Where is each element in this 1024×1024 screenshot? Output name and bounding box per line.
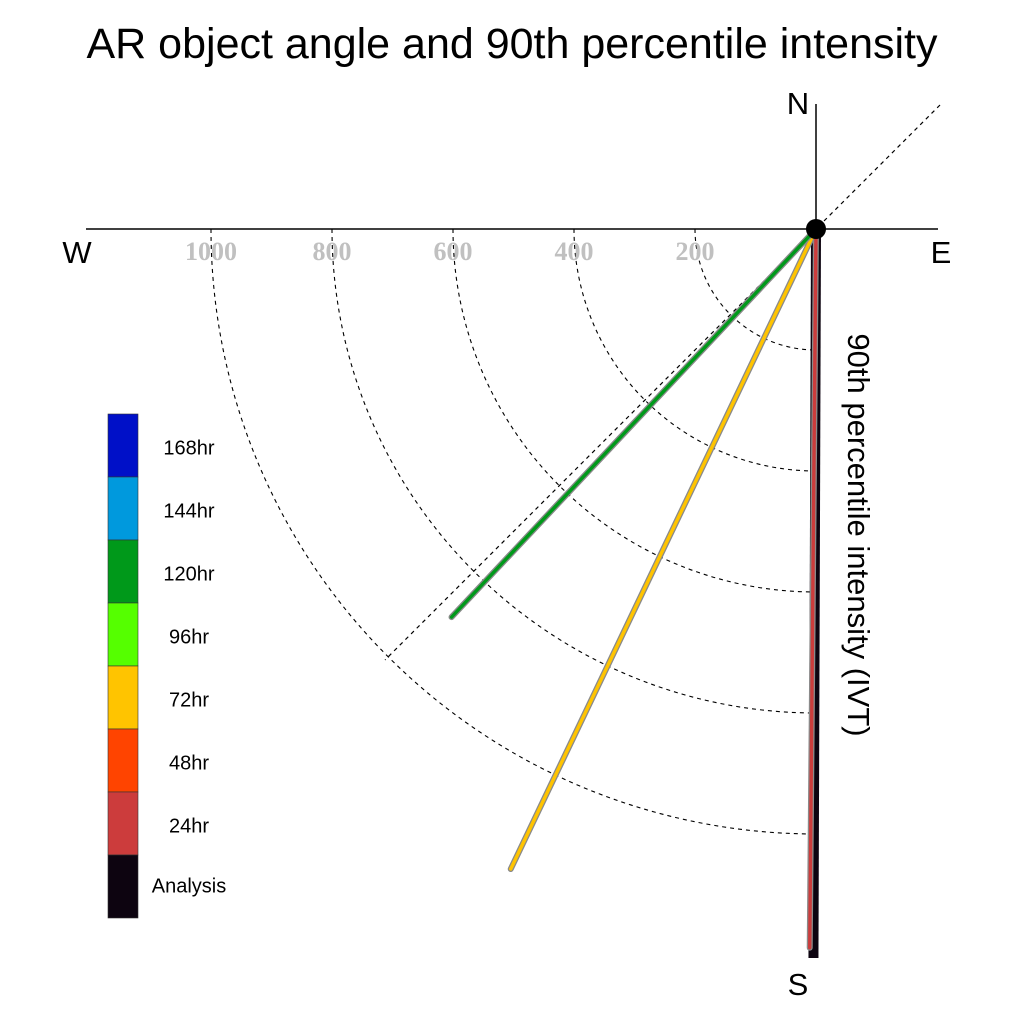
grid-arc — [331, 228, 817, 714]
legend-label: 48hr — [169, 753, 209, 775]
legend-label: Analysis — [152, 876, 226, 898]
grid-arc — [210, 228, 817, 835]
legend-label: 96hr — [169, 627, 209, 649]
radial-tick-label: 800 — [313, 237, 352, 266]
compass-south-label: S — [788, 967, 809, 1002]
compass-north-label: N — [787, 86, 809, 121]
legend-swatch — [107, 413, 139, 478]
legend-swatch — [107, 728, 139, 793]
vector-72hr — [509, 227, 818, 871]
legend-swatch — [107, 854, 139, 919]
radial-tick-label: 600 — [434, 237, 473, 266]
compass-east-label: E — [931, 235, 952, 270]
radial-tick-label: 1000 — [185, 237, 237, 266]
vector-120hr — [449, 227, 818, 619]
legend-swatch — [107, 539, 139, 604]
intensity-axis-label: 90th percentile intensity (IVT) — [841, 333, 876, 736]
radial-tick-labels: 200 400 600 800 1000 — [185, 237, 715, 266]
vector-series — [448, 226, 821, 959]
compass-west-label: W — [62, 235, 92, 270]
chart-title: AR object angle and 90th percentile inte… — [87, 20, 938, 68]
grid-arc — [694, 228, 817, 351]
legend-label: 24hr — [169, 816, 209, 838]
legend-label: 168hr — [163, 438, 214, 460]
legend-swatch — [107, 602, 139, 667]
radial-tick-label: 200 — [676, 237, 715, 266]
legend-label: 72hr — [169, 690, 209, 712]
legend-label: 120hr — [163, 564, 214, 586]
legend-swatch — [107, 791, 139, 856]
legend-label: 144hr — [163, 501, 214, 523]
legend-swatch — [107, 665, 139, 730]
radial-tick-label: 400 — [555, 237, 594, 266]
origin-marker — [806, 219, 826, 239]
legend-swatch — [107, 476, 139, 541]
legend: 168hr 144hr 120hr 96hr 72hr 48hr 24hr Analysis — [107, 413, 226, 919]
radial-grid — [210, 228, 817, 835]
vector-24hr — [808, 227, 818, 950]
diagonal-guide-line — [384, 104, 941, 661]
